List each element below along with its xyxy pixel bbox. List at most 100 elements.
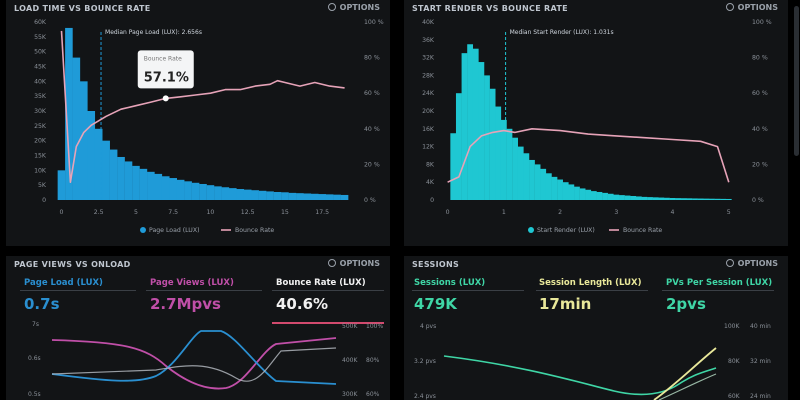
legend-swatch [528, 227, 534, 233]
options-label: OPTIONS [339, 259, 380, 268]
y-tick-left: 5K [38, 182, 47, 189]
metric-session-length[interactable]: Session Length (LUX) 17min [539, 278, 642, 313]
bar [596, 191, 603, 200]
bar [708, 198, 715, 200]
tooltip-value: 57.1% [144, 70, 189, 85]
y-tick-right: 20 % [752, 161, 768, 168]
bar [517, 146, 524, 200]
bar [658, 197, 665, 200]
y-tick-left: 60K [34, 19, 47, 26]
y-tick-left: 0.5s [28, 391, 41, 398]
metric-value: 17min [539, 295, 592, 313]
bar [579, 188, 586, 200]
bar [273, 191, 282, 200]
y-tick-left: 25K [34, 123, 47, 130]
x-tick: 17.5 [315, 209, 329, 216]
y-tick-right: 40 % [364, 126, 380, 133]
options-button[interactable]: OPTIONS [725, 3, 778, 12]
y-tick-right: 60 % [364, 90, 380, 97]
sessions-chart: 4 pvs 3.2 pvs 2.4 pvs 100K 80K 60K 40 mi… [414, 323, 771, 400]
bar [635, 196, 642, 200]
options-button[interactable]: OPTIONS [327, 259, 380, 268]
bar [266, 191, 274, 200]
panel-title: SESSIONS [412, 260, 460, 269]
metric-page-load[interactable]: Page Load (LUX) 0.7s [24, 278, 103, 313]
y-tick-left: 24K [422, 90, 435, 97]
metric-underline [272, 322, 384, 324]
bounce-rate-line [60, 30, 345, 183]
bar [725, 198, 732, 200]
x-tick: 0 [446, 209, 450, 216]
bar [669, 197, 676, 200]
bar [124, 161, 133, 200]
x-tick: 15 [281, 209, 289, 216]
bar [176, 179, 185, 200]
gear-icon [725, 3, 734, 11]
options-label: OPTIONS [737, 259, 778, 268]
metric-bounce-rate[interactable]: Bounce Rate (LUX) 40.6% [276, 278, 366, 313]
scrollbar[interactable] [794, 6, 799, 156]
y-tick-right: 100 % [752, 19, 772, 26]
start-render-chart: 0 4K 8K 12K 16K 20K 24K 28K 32K 36K 40K 0 % 20 % 40 %… [422, 19, 772, 234]
y-tick-left: 16K [422, 126, 435, 133]
y-tick-right: 60 % [752, 90, 768, 97]
metric-pvs-per-session[interactable]: PVs Per Session (LUX) 2pvs [666, 278, 772, 313]
bar [686, 198, 693, 200]
options-button[interactable]: OPTIONS [327, 3, 380, 12]
metric-label: Page Load (LUX) [24, 278, 103, 288]
x-tick: 5 [134, 209, 138, 216]
bar [251, 190, 259, 200]
y-tick-right: 0 % [364, 197, 376, 204]
bar [545, 173, 552, 200]
y-tick-right: 80 % [752, 55, 768, 62]
metric-value: 2pvs [666, 295, 706, 313]
bar [697, 198, 704, 200]
bar [495, 106, 502, 200]
bar [500, 119, 507, 200]
metric-page-views[interactable]: Page Views (LUX) 2.7Mpvs [150, 278, 234, 313]
bar [94, 128, 103, 200]
metric-sessions[interactable]: Sessions (LUX) 479K [414, 278, 485, 313]
bar [117, 156, 125, 200]
bar [675, 198, 682, 200]
bar [229, 188, 237, 200]
bar [154, 173, 163, 200]
y-tick-right-b: 100% [366, 323, 383, 330]
sessions-line [443, 355, 717, 396]
bar [512, 137, 518, 200]
bar [484, 75, 490, 200]
panel-title: START RENDER VS BOUNCE RATE [412, 4, 568, 13]
bar [199, 183, 207, 200]
bar [523, 153, 530, 200]
metric-divider [20, 290, 136, 291]
bar [243, 189, 252, 200]
y-tick-left: 8K [426, 161, 435, 168]
y-tick-right-b: 40 min [750, 323, 771, 330]
y-tick-right: 100 % [364, 19, 384, 26]
bar [529, 159, 535, 200]
y-tick-right-a: 100K [724, 323, 740, 330]
bar [102, 140, 110, 200]
legend-label: Start Render (LUX) [537, 227, 595, 234]
y-tick-right-a: 500K [342, 323, 358, 330]
bar [65, 27, 73, 200]
metric-divider [272, 290, 384, 291]
y-tick-left: 20K [34, 138, 47, 145]
bar [296, 193, 304, 200]
bar [310, 193, 319, 200]
y-tick-left: 45K [34, 64, 47, 71]
bar [647, 197, 653, 200]
options-button[interactable]: OPTIONS [725, 259, 778, 268]
y-tick-right-b: 80% [366, 357, 380, 364]
load-time-chart: 0 5K 10K 15K 20K 25K 30K 35K 40K 45K 50K 55K 60K 0 % 2… [34, 19, 384, 234]
page-views-line [51, 337, 337, 390]
y-tick-left: 50K [34, 49, 47, 56]
legend-label: Bounce Rate [235, 227, 274, 234]
bar [540, 168, 547, 200]
bar [619, 195, 625, 200]
y-tick-right-a: 400K [342, 357, 358, 364]
y-tick-right: 40 % [752, 126, 768, 133]
y-tick-right-b: 24 min [750, 393, 771, 400]
y-tick-right-a: 300K [342, 391, 358, 398]
gear-icon [725, 259, 734, 267]
